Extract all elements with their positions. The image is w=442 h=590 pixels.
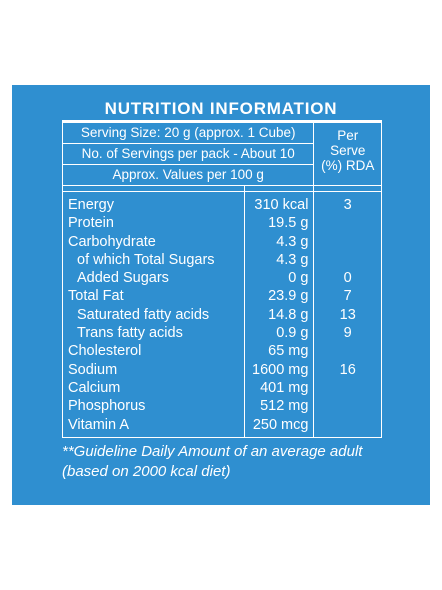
spacer-cell — [243, 185, 315, 192]
nutrient-value: 310 kcal — [254, 197, 309, 213]
nutrient-value: 4.3 g — [276, 251, 309, 268]
approx-values-header: Approx. Values per 100 g — [61, 164, 315, 186]
nutrient-value: 512 mg — [260, 398, 309, 415]
nutrient-value: 23.9 g — [268, 288, 309, 305]
nutrient-value: 19.5 g — [268, 215, 309, 232]
nutrient-value: 14.8 g — [268, 306, 309, 323]
serving-size: Serving Size: 20 g (approx. 1 Cube) — [61, 122, 315, 144]
nutrition-title: NUTRITION INFORMATION — [104, 99, 338, 118]
nutrient-name: Vitamin A — [68, 416, 129, 433]
nutrient-rda: 3 — [343, 197, 352, 213]
nutrient-rda — [314, 214, 381, 232]
nutrient-rda: 16 — [339, 361, 356, 378]
nutrient-rda — [314, 397, 381, 415]
nutrient-rda — [314, 251, 381, 269]
nutrition-table: Serving Size: 20 g (approx. 1 Cube) Per … — [61, 122, 382, 438]
servings-per-pack: No. of Servings per pack - About 10 — [61, 143, 315, 165]
footnote-line-2: (based on 2000 kcal diet) — [62, 463, 231, 480]
nutrient-name: of which Total Sugars — [77, 251, 215, 268]
nutrient-rda — [314, 416, 381, 434]
nutrient-rda — [314, 233, 381, 251]
nutrient-name: Sodium — [68, 361, 118, 378]
nutrient-rda: 7 — [343, 288, 352, 305]
nutrient-rda: 0 — [343, 270, 352, 287]
nutrient-name: Trans fatty acids — [77, 325, 183, 342]
guideline-footnote: **Guideline Daily Amount of an average a… — [62, 442, 402, 482]
nutrient-name: Protein — [68, 215, 114, 232]
nutrient-name: Energy — [68, 197, 114, 213]
per-serve-rda-header: Per Serve (%) RDA — [313, 122, 382, 186]
per-serve-line-2: Serve — [330, 143, 366, 158]
nutrient-rda: 13 — [339, 306, 356, 323]
nutrient-name: Total Fat — [68, 288, 124, 305]
nutrient-value: 0.9 g — [276, 325, 309, 342]
nutrient-value: 65 mg — [268, 343, 309, 360]
nutrient-rda: 9 — [343, 325, 352, 342]
footnote-line-1: **Guideline Daily Amount of an average a… — [62, 443, 363, 460]
nutrition-panel: NUTRITION INFORMATION Serving Size: 20 g… — [12, 85, 430, 505]
nutrient-values-column: 310 kcal 19.5 g 4.3 g 4.3 g 0 g 23.9 g 1… — [243, 191, 315, 438]
title-divider — [62, 120, 382, 122]
nutrient-rda — [314, 379, 381, 397]
nutrient-value: 1600 mg — [252, 361, 309, 378]
nutrient-name: Saturated fatty acids — [77, 306, 210, 323]
nutrient-name: Cholesterol — [68, 343, 142, 360]
nutrient-name: Added Sugars — [77, 270, 169, 287]
nutrient-name: Carbohydrate — [68, 233, 156, 250]
nutrient-names-column: Energy Protein Carbohydrate of which Tot… — [62, 191, 245, 438]
per-serve-line-1: Per — [337, 128, 359, 143]
spacer-cell — [313, 185, 382, 192]
nutrient-value: 0 g — [288, 270, 309, 287]
nutrient-name: Calcium — [68, 379, 121, 396]
nutrient-name: Phosphorus — [68, 398, 146, 415]
per-serve-line-3: (%) RDA — [321, 158, 375, 173]
nutrient-value: 401 mg — [260, 379, 309, 396]
nutrient-value: 4.3 g — [276, 233, 309, 250]
nutrient-value: 250 mcg — [252, 416, 309, 433]
rda-column: 3 0 7 13 9 16 — [313, 191, 382, 438]
nutrient-rda — [314, 342, 381, 360]
